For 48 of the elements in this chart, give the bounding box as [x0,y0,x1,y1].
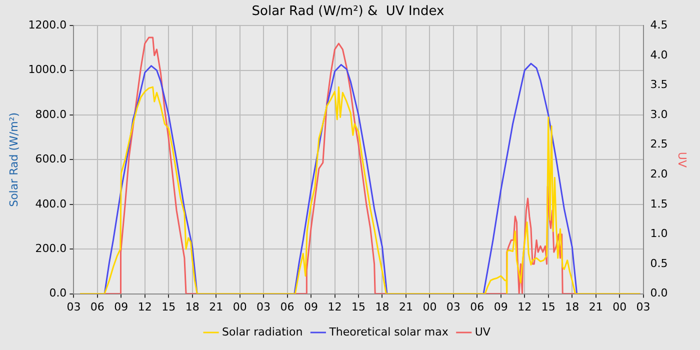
y-axis-title: Solar Rad (W/m²) [7,112,20,207]
x-tick-label: 15 [352,300,366,314]
x-tick-label: 15 [162,300,176,314]
x-tick-label: 21 [398,300,413,314]
x-tick-label: 18 [565,300,580,314]
legend-label: Theoretical solar max [328,325,449,338]
x-tick-label: 09 [114,300,128,314]
y-tick-label: 400.0 [35,197,67,210]
chart-title: Solar Rad (W/m²) & UV Index [252,4,445,20]
y2-tick-label: 2.5 [650,138,668,151]
x-tick-label: 21 [588,300,603,314]
x-tick-label: 09 [304,300,318,314]
x-tick-label: 03 [446,300,460,314]
x-tick-label: 03 [66,300,81,314]
legend-label: UV [474,325,491,338]
x-tick-label: 09 [494,300,508,314]
y-tick-label: 0.0 [49,286,67,300]
y2-tick-label: 3.5 [650,78,668,92]
y2-tick-label: 0.0 [650,286,668,300]
y2-tick-label: 3.0 [650,108,668,121]
legend-label: Solar radiation [222,325,303,338]
x-tick-label: 06 [280,300,294,314]
x-tick-label: 06 [90,300,104,314]
x-tick-label: 00 [612,300,627,314]
y2-tick-label: 1.5 [650,197,668,210]
y2-axis-title: UV [676,152,689,168]
y-tick-label: 200.0 [35,242,67,255]
x-tick-label: 06 [470,300,484,314]
y2-tick-label: 4.0 [650,48,668,62]
x-tick-label: 00 [232,300,247,314]
x-tick-label: 03 [256,300,271,314]
y-tick-label: 600.0 [35,152,67,166]
y-tick-label: 800.0 [35,108,67,121]
y-tick-label: 1200.0 [28,18,67,32]
y2-tick-label: 2.0 [650,167,668,180]
x-tick-label: 21 [209,300,224,314]
x-tick-label: 03 [636,300,650,314]
x-tick-label: 18 [185,300,200,314]
x-tick-label: 12 [518,300,532,314]
x-tick-label: 00 [422,300,437,314]
x-tick-label: 15 [541,300,556,314]
x-tick-label: 12 [138,300,152,314]
x-tick-label: 18 [375,300,390,314]
y2-tick-label: 1.0 [650,227,668,240]
x-tick-label: 12 [328,300,342,314]
y2-tick-label: 0.5 [650,256,668,270]
y2-tick-label: 4.5 [650,18,668,32]
y-tick-label: 1000.0 [28,63,67,76]
